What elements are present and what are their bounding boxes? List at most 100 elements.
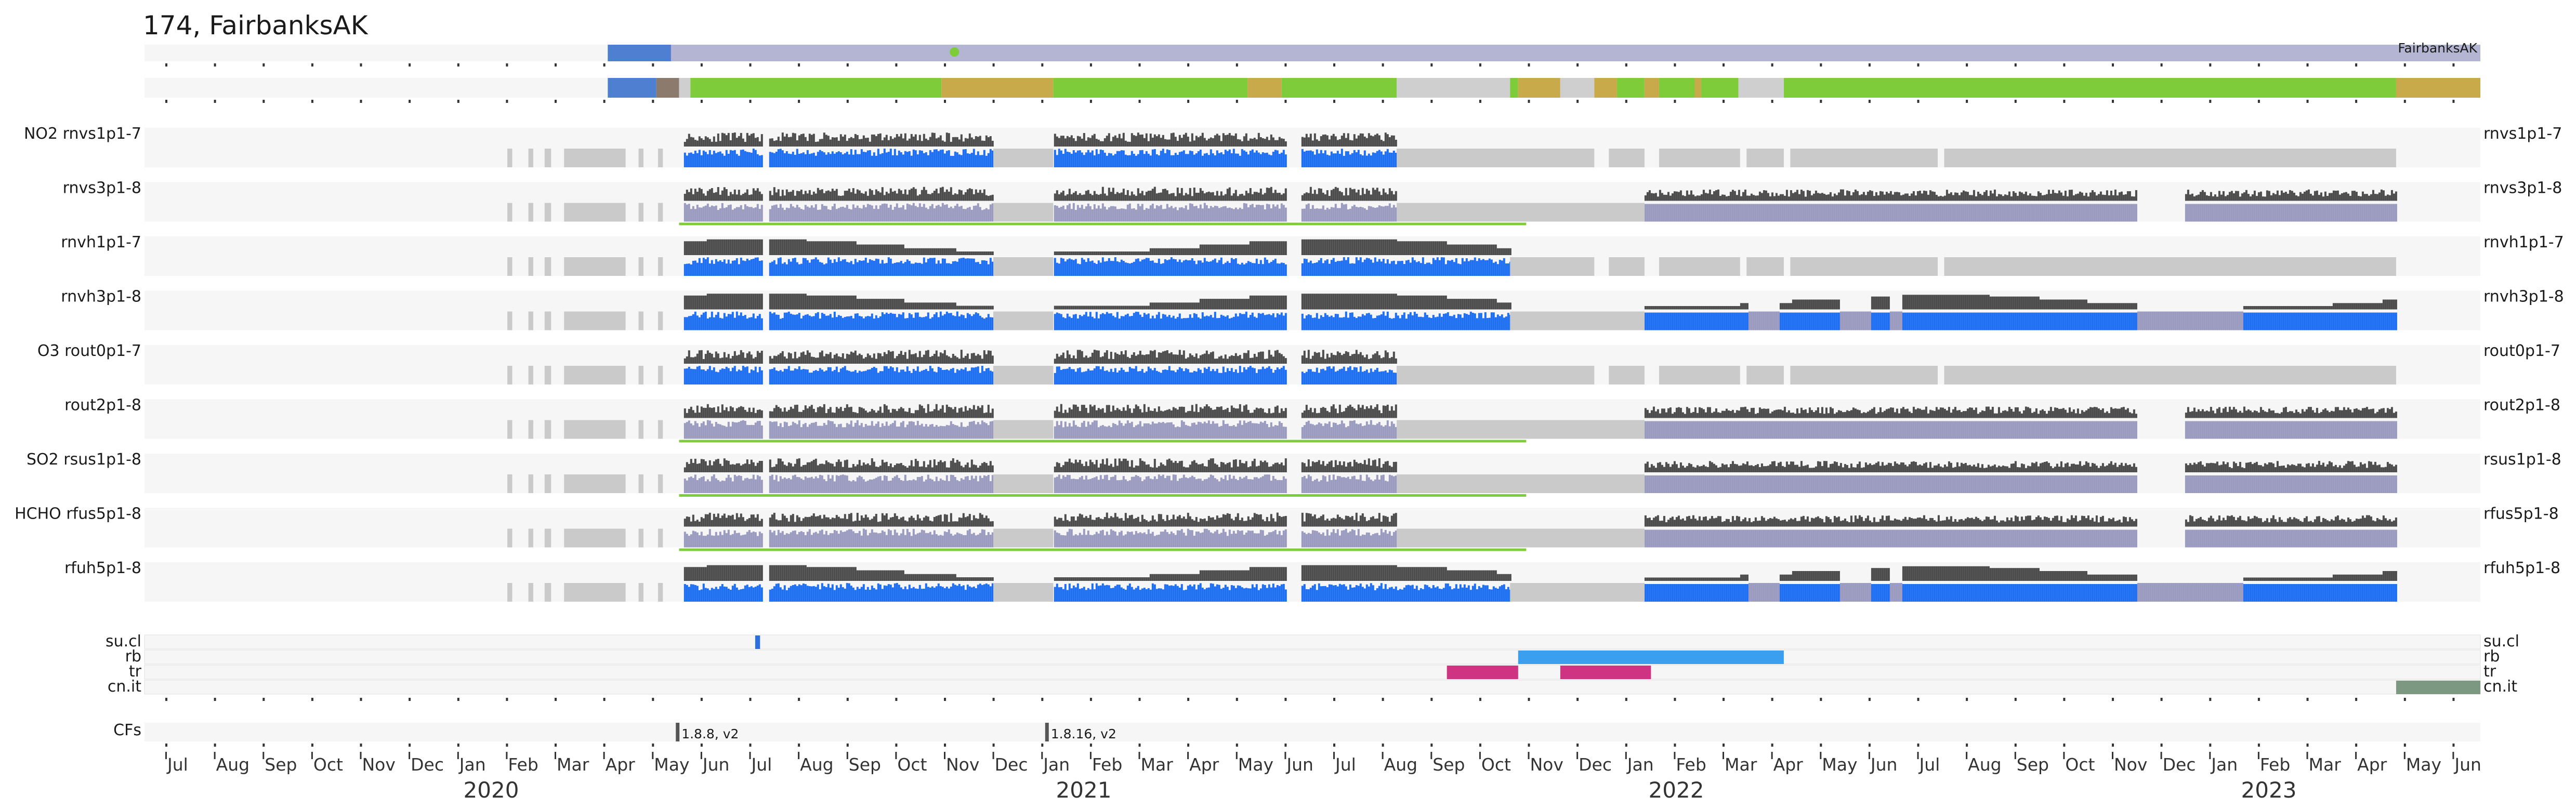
data-bar-top	[1954, 295, 1956, 310]
data-bar-top	[760, 294, 763, 310]
data-bar-bottom	[2345, 204, 2347, 222]
data-bar-top	[2004, 194, 2006, 201]
data-bar-bottom	[1106, 312, 1108, 330]
data-bar-top	[1076, 136, 1079, 147]
data-bar-top	[1390, 357, 1393, 364]
data-bar-bottom	[1829, 312, 1832, 330]
data-bar-top	[1444, 241, 1447, 255]
data-bar-bottom	[879, 371, 882, 384]
data-bar-bottom	[1114, 368, 1116, 384]
data-bar-bottom	[1210, 315, 1212, 330]
data-bar-bottom	[2274, 312, 2277, 330]
data-bar-bottom	[1280, 312, 1283, 330]
data-bar-bottom	[864, 207, 867, 222]
data-bar-bottom	[1827, 204, 1830, 222]
data-bar-bottom	[1931, 312, 1934, 330]
data-bar-top	[1812, 299, 1815, 310]
tick-mark	[2209, 63, 2212, 67]
data-bar-bottom	[2278, 204, 2281, 222]
data-bar-top	[2039, 299, 2042, 310]
data-bar-bottom	[1189, 150, 1191, 167]
data-bar-top	[925, 350, 927, 364]
data-bar-bottom	[910, 373, 913, 384]
data-bar-top	[1133, 352, 1135, 364]
data-bar-bottom	[1222, 206, 1225, 222]
data-bar-bottom	[1397, 315, 1399, 330]
data-bar-bottom	[1719, 204, 1721, 222]
data-bar-bottom	[1411, 315, 1414, 330]
data-bar-bottom	[1927, 312, 1929, 330]
tick-mark	[1723, 100, 1725, 103]
data-bar-top	[1093, 251, 1096, 255]
data-bar-bottom	[746, 206, 748, 222]
data-bar-bottom	[2016, 204, 2019, 222]
data-bar-top	[1804, 196, 1807, 201]
data-bar-bottom	[2359, 312, 2362, 330]
data-bar-bottom	[952, 208, 954, 222]
data-bar-top	[2049, 193, 2052, 201]
data-bar-top	[1453, 244, 1455, 255]
data-bar-bottom	[2309, 204, 2312, 222]
data-bar-bottom	[1906, 312, 1909, 330]
data-bar-top	[821, 295, 823, 310]
data-bar-bottom	[1153, 208, 1156, 222]
data-bar-bottom	[1313, 263, 1316, 276]
data-bar-gap	[2205, 311, 2208, 330]
data-bar-top	[1203, 138, 1206, 147]
data-bar-top	[717, 187, 719, 201]
data-bar-bottom	[2203, 204, 2206, 222]
tick-mark	[2063, 63, 2066, 67]
data-bar-bottom	[2343, 312, 2345, 330]
site-coverage-start	[608, 45, 671, 61]
data-bar-bottom	[896, 427, 898, 439]
data-bar-top	[1155, 357, 1158, 364]
data-bar-top	[1376, 188, 1378, 201]
data-bar-bottom	[1960, 312, 1963, 330]
data-bar-top	[914, 410, 917, 418]
data-bar-bottom	[873, 152, 875, 167]
data-bar-bottom	[735, 258, 738, 276]
data-bar-top	[898, 244, 900, 255]
data-bar-top	[2124, 194, 2127, 201]
data-bar-bottom	[844, 427, 846, 439]
data-bar-gap	[1767, 311, 1769, 330]
data-bar-bottom	[1226, 208, 1229, 222]
data-bar-bottom	[1149, 205, 1152, 222]
data-bar-top	[945, 132, 948, 147]
data-bar-top	[708, 407, 711, 418]
data-bar-top	[1133, 251, 1135, 255]
data-bar-bottom	[2380, 204, 2383, 222]
data-bar-top	[1941, 295, 1944, 310]
data-bar-bottom	[1889, 204, 1892, 222]
data-bar-bottom	[989, 204, 992, 222]
data-bar-bottom	[854, 313, 857, 330]
data-bar-bottom	[1135, 259, 1137, 276]
data-bar-top	[937, 356, 940, 364]
data-bar-top	[686, 241, 688, 255]
data-bar-top	[1168, 248, 1171, 255]
data-bar-top	[1326, 190, 1329, 201]
data-bar-bottom	[1145, 371, 1148, 384]
data-bar-bottom	[2372, 204, 2374, 222]
data-bar-bottom	[1347, 257, 1349, 276]
data-bar-top	[1311, 140, 1314, 147]
data-bar-bottom	[740, 370, 742, 384]
data-bar-top	[1237, 139, 1239, 147]
data-bar-top	[943, 350, 946, 364]
data-bar-top	[1733, 191, 1736, 201]
data-bar-bottom	[1147, 366, 1150, 384]
data-bar-top	[1282, 295, 1285, 310]
data-bar-top	[1654, 306, 1657, 310]
data-bar-bottom	[1243, 150, 1245, 167]
data-bar-bottom	[1409, 312, 1412, 330]
data-bar-bottom	[835, 317, 838, 330]
data-bar-top	[806, 408, 809, 418]
data-bar-bottom	[979, 373, 981, 384]
data-bar-top	[1359, 239, 1362, 255]
data-bar-top	[1172, 193, 1175, 201]
data-bar-top	[2370, 194, 2372, 201]
data-bar-bottom	[871, 368, 873, 384]
data-bar-top	[2124, 303, 2127, 310]
data-bar-top	[1266, 295, 1268, 310]
data-bar-bottom	[1492, 262, 1495, 276]
